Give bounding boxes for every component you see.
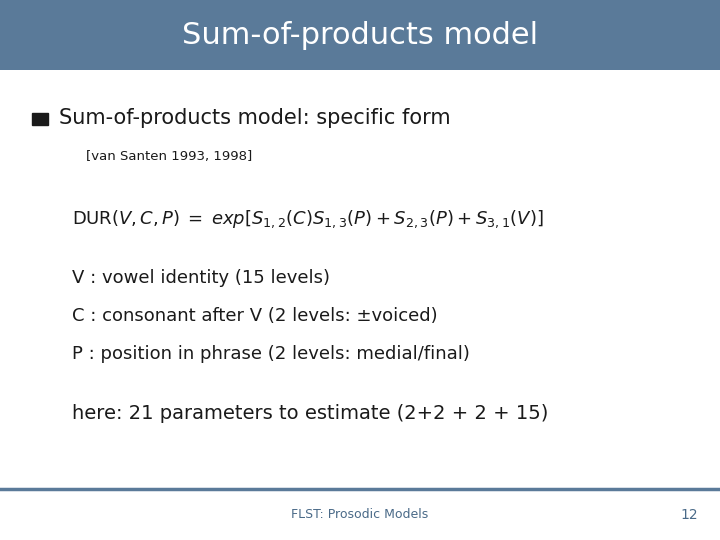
- FancyBboxPatch shape: [32, 113, 48, 125]
- Text: V : vowel identity (15 levels): V : vowel identity (15 levels): [72, 269, 330, 287]
- Text: Sum-of-products model: Sum-of-products model: [182, 21, 538, 50]
- FancyBboxPatch shape: [0, 0, 720, 70]
- Text: [van Santen 1993, 1998]: [van Santen 1993, 1998]: [86, 150, 253, 163]
- Text: P : position in phrase (2 levels: medial/final): P : position in phrase (2 levels: medial…: [72, 345, 470, 363]
- Text: 12: 12: [681, 508, 698, 522]
- Text: Sum-of-products model: specific form: Sum-of-products model: specific form: [59, 107, 451, 128]
- Text: C : consonant after V (2 levels: ±voiced): C : consonant after V (2 levels: ±voiced…: [72, 307, 438, 325]
- Text: $\mathrm{DUR}(V, C, P) \;=\; \mathit{exp}[S_{1,2}(C)S_{1,3}(P) + S_{2,3}(P) + S_: $\mathrm{DUR}(V, C, P) \;=\; \mathit{exp…: [72, 208, 544, 230]
- Text: here: 21 parameters to estimate (2+2 + 2 + 15): here: 21 parameters to estimate (2+2 + 2…: [72, 403, 549, 423]
- Text: FLST: Prosodic Models: FLST: Prosodic Models: [292, 508, 428, 521]
